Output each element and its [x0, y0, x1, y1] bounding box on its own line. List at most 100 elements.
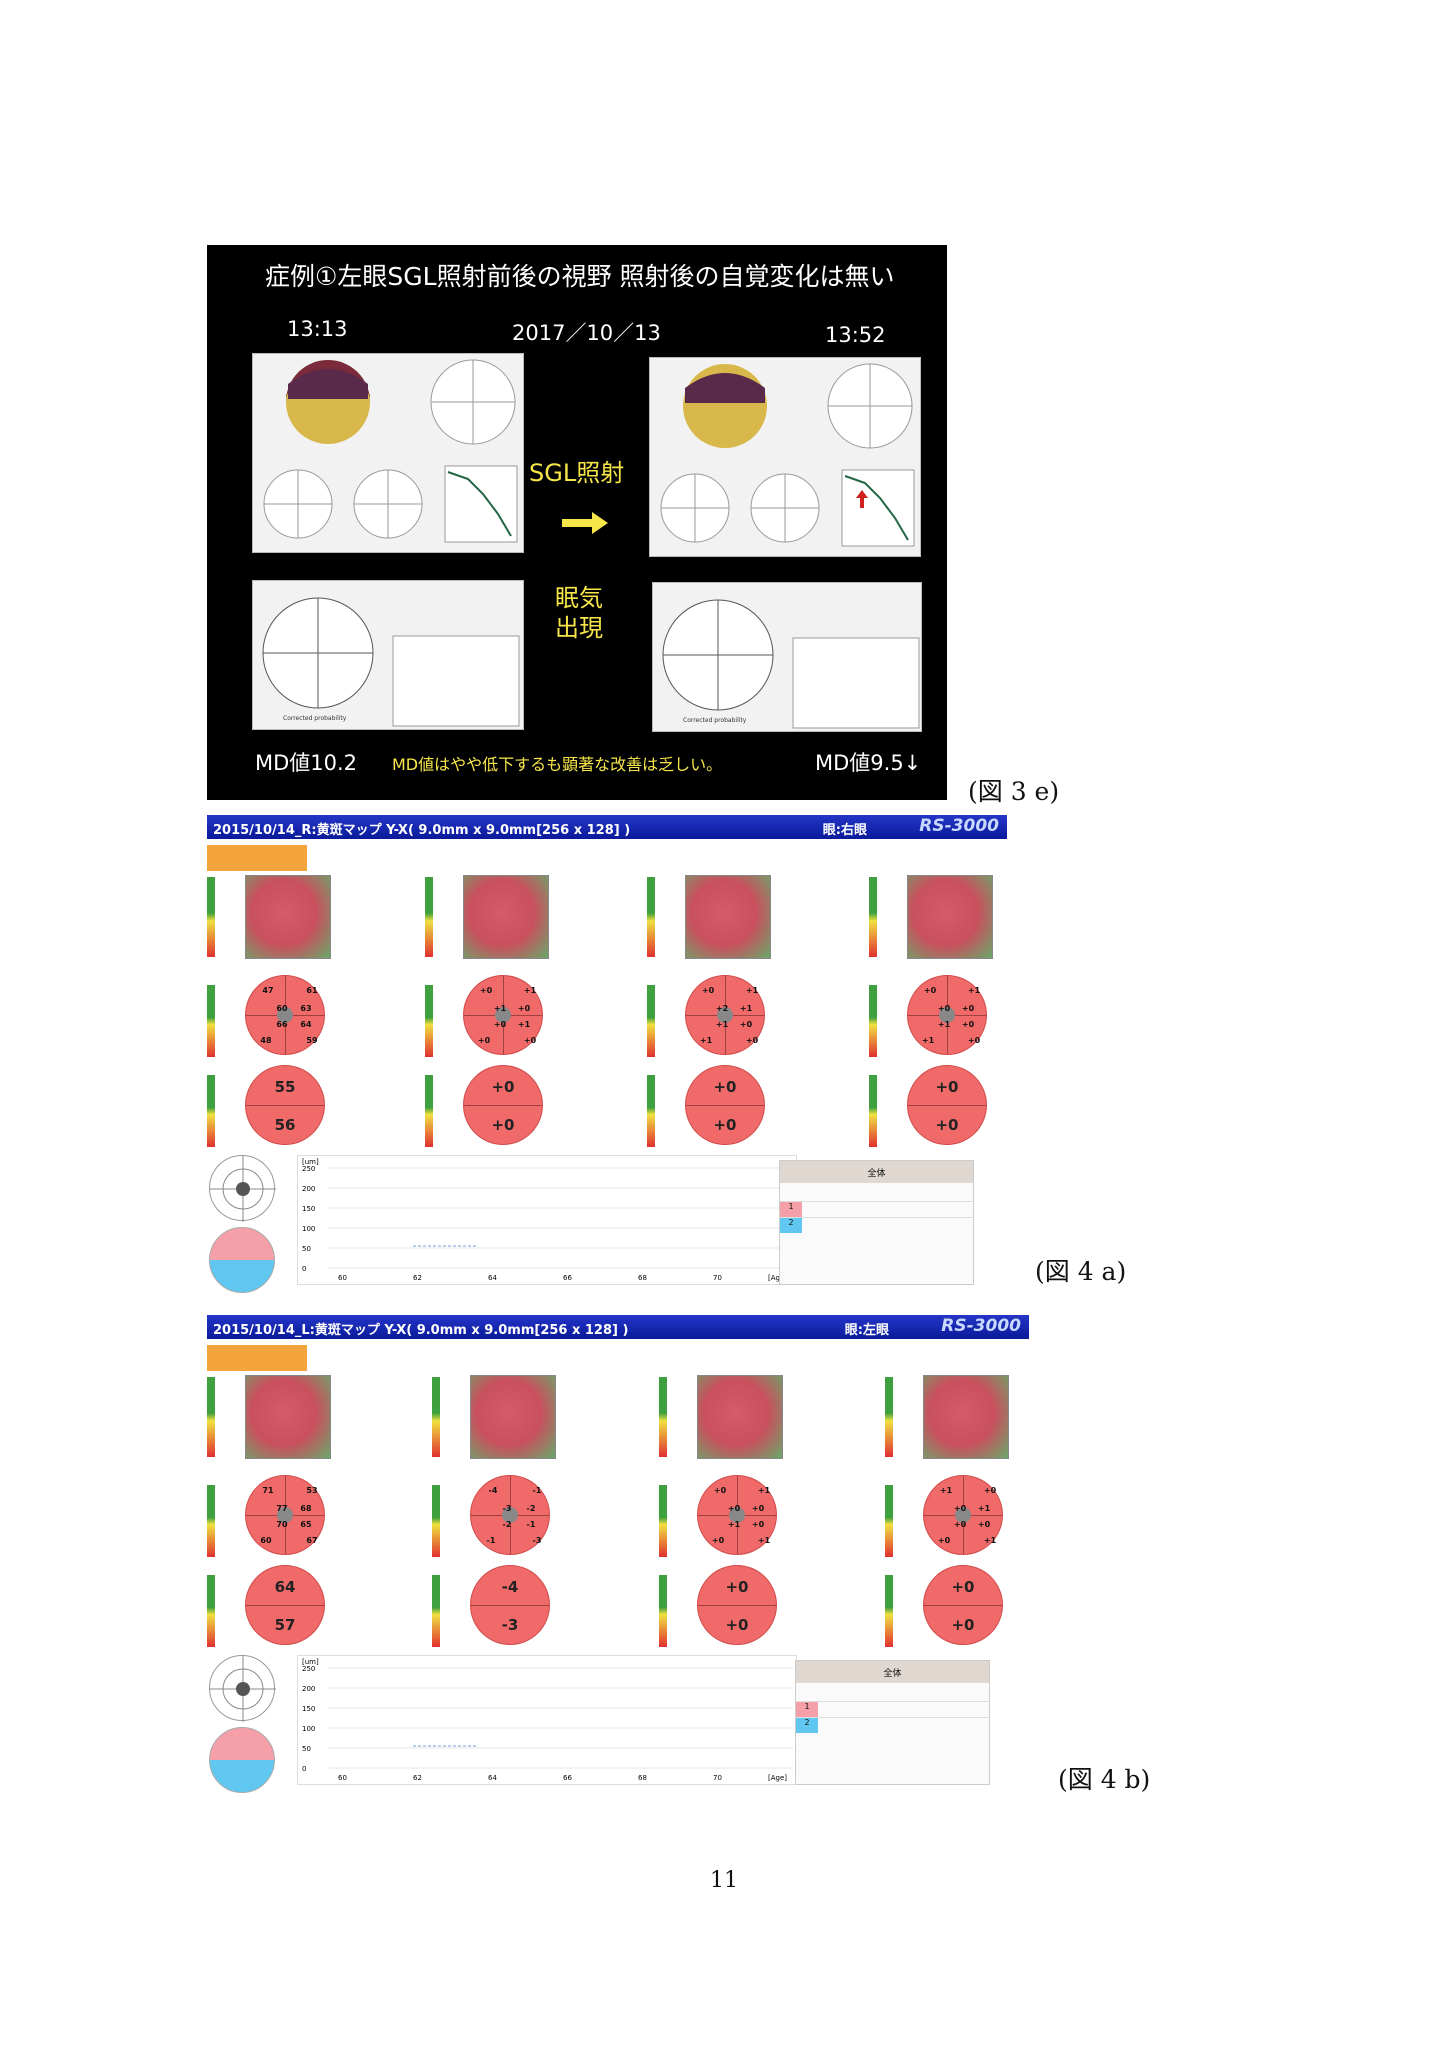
- sector-thickness-disc: +0 +1 +0 +0 +1 +0 +0 +1: [697, 1475, 777, 1555]
- thickness-scale-bar: [659, 1575, 667, 1647]
- y-tick-label: 150: [302, 1205, 315, 1213]
- target-icon: [209, 1155, 276, 1222]
- md-after: MD値9.5↓: [815, 751, 922, 775]
- sector-value: 70: [276, 1520, 288, 1529]
- trend-table-row: 2: [780, 1217, 973, 1233]
- sector-thickness-disc: 47 61 60 63 66 64 48 59: [245, 975, 325, 1055]
- thickness-scale-bar: [207, 877, 215, 957]
- probability-plot-before: [262, 597, 520, 727]
- x-tick-label: 64: [488, 1274, 497, 1282]
- x-tick-label: 62: [413, 1774, 422, 1782]
- sector-value: +0: [745, 1036, 759, 1045]
- y-tick-label: 250: [302, 1665, 315, 1673]
- sector-value: +1: [727, 1520, 741, 1529]
- x-tick-label: 62: [413, 1274, 422, 1282]
- x-tick-label: 68: [638, 1274, 647, 1282]
- x-tick-label: 66: [563, 1274, 572, 1282]
- disc-divider: [246, 1105, 324, 1106]
- superior-value: +0: [713, 1078, 737, 1096]
- trend-table-row-id: 2: [796, 1718, 818, 1733]
- sector-value: +0: [739, 1020, 753, 1029]
- trend-table-header: 全体: [796, 1661, 989, 1683]
- right-arrow-icon: [562, 512, 608, 534]
- thickness-scale-bar: [659, 1377, 667, 1457]
- sector-value: +1: [523, 986, 537, 995]
- time-before: 13:13: [287, 317, 348, 341]
- sector-value: 68: [300, 1504, 312, 1513]
- sector-value: +1: [939, 1486, 953, 1495]
- visual-field-slide: 症例①左眼SGL照射前後の視野 照射後の自覚変化は無い 13:13 2017／1…: [207, 245, 947, 800]
- trend-chart-svg: 250 200 150 100 50 0 60 62 64 66 68 70 [um] [Age]: [302, 1658, 793, 1782]
- sector-value: 60: [276, 1004, 288, 1013]
- trend-table-header: 全体: [780, 1161, 973, 1183]
- disc-divider: [471, 1605, 549, 1606]
- disc-divider: [908, 1105, 986, 1106]
- fovea-dot: [729, 1507, 745, 1523]
- x-tick-label: 60: [338, 1274, 347, 1282]
- fovea-dot: [717, 1007, 733, 1023]
- y-tick-label: 50: [302, 1245, 311, 1253]
- report-header-left: 2015/10/14_L:黄斑マップ Y-X( 9.0mm x 9.0mm[25…: [207, 1315, 1029, 1339]
- y-tick-label: 250: [302, 1165, 315, 1173]
- thickness-map-image: [245, 875, 331, 959]
- thickness-map-image: [463, 875, 549, 959]
- inferior-value: -3: [501, 1616, 519, 1634]
- y-tick-label: 0: [302, 1765, 306, 1773]
- sector-value: -3: [502, 1504, 512, 1513]
- hemisphere-thickness-disc: +0 +0: [697, 1565, 777, 1645]
- inferior-value: 56: [274, 1116, 296, 1134]
- sector-value: +0: [961, 1004, 975, 1013]
- thickness-scale-bar: [425, 1075, 433, 1147]
- sector-value: +0: [953, 1504, 967, 1513]
- md-before: MD値10.2: [255, 751, 358, 775]
- sector-value: +1: [739, 1004, 753, 1013]
- sector-value: +2: [715, 1004, 729, 1013]
- superior-value: +0: [491, 1078, 515, 1096]
- probability-plot-after: [662, 599, 920, 729]
- sector-value: +0: [937, 1536, 951, 1545]
- sector-thickness-disc: +1 +0 +0 +1 +0 +0 +0 +1: [923, 1475, 1003, 1555]
- superior-value: 64: [274, 1578, 296, 1596]
- disc-divider: [924, 1605, 1002, 1606]
- y-tick-label: 100: [302, 1225, 315, 1233]
- sgl-label: SGL照射: [529, 459, 625, 487]
- corrected-probability-before: Corrected probability: [252, 580, 524, 730]
- fovea-dot: [277, 1007, 293, 1023]
- inferior-value: +0: [725, 1616, 749, 1634]
- sector-value: +0: [713, 1486, 727, 1495]
- thickness-scale-bar: [885, 1485, 893, 1557]
- slide-footer-note: MD値はやや低下するも顕著な改善は乏しい。: [392, 755, 723, 774]
- sector-value: +0: [477, 1036, 491, 1045]
- device-logo: RS-3000: [941, 1316, 1021, 1336]
- y-tick-label: 200: [302, 1185, 315, 1193]
- sector-value: +0: [967, 1036, 981, 1045]
- sector-value: +0: [523, 1036, 537, 1045]
- x-tick-label: 68: [638, 1774, 647, 1782]
- hemisphere-thickness-disc: +0 +0: [463, 1065, 543, 1145]
- drowsiness-line1: 眠気: [555, 584, 603, 612]
- sector-value: 59: [306, 1036, 318, 1045]
- x-tick-label: 70: [713, 1274, 722, 1282]
- page-number: 11: [710, 1868, 738, 1893]
- sector-value: +1: [921, 1036, 935, 1045]
- sector-value: +0: [701, 986, 715, 995]
- thickness-scale-bar: [647, 985, 655, 1057]
- macular-map-report-right: 2015/10/14_R:黄斑マップ Y-X( 9.0mm x 9.0mm[25…: [207, 815, 1007, 1293]
- sector-value: +1: [937, 1020, 951, 1029]
- y-unit-label: [um]: [302, 1158, 319, 1166]
- x-tick-label: 70: [713, 1774, 722, 1782]
- probability-label-after: Corrected probability: [683, 717, 747, 724]
- sector-value: 64: [300, 1020, 312, 1029]
- sector-value: +0: [711, 1536, 725, 1545]
- y-tick-label: 0: [302, 1265, 306, 1273]
- date-box: [207, 845, 307, 871]
- sector-value: +0: [937, 1004, 951, 1013]
- hemisphere-legend-icon: [209, 1727, 275, 1793]
- thickness-scale-bar: [432, 1377, 440, 1457]
- sector-thickness-disc: +0 +1 +0 +0 +1 +0 +1 +0: [907, 975, 987, 1055]
- fovea-dot: [939, 1007, 955, 1023]
- time-after: 13:52: [825, 323, 886, 347]
- visual-field-before-graphic: [263, 359, 518, 543]
- thickness-map-image: [470, 1375, 556, 1459]
- thickness-scale-bar: [207, 985, 215, 1057]
